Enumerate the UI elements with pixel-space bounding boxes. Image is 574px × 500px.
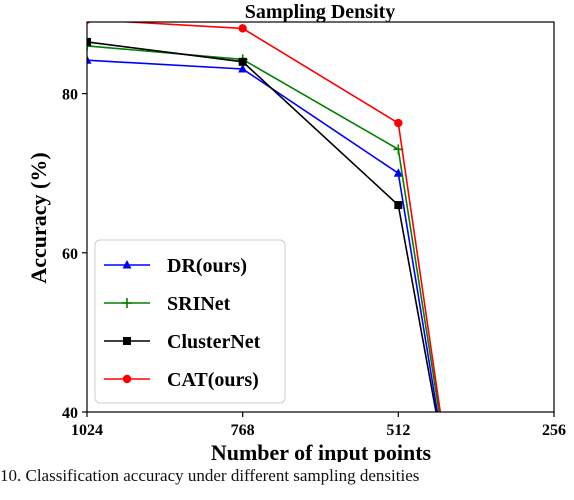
figure-caption: 10. Classification accuracy under differ… xyxy=(0,466,420,485)
legend-marker-srinet xyxy=(122,298,132,308)
legend-marker-dr-ours xyxy=(122,260,132,269)
line-chart: Sampling Density 1024 768 512 256 40 60 80 Num… xyxy=(26,1,566,462)
series-line-dr-ours xyxy=(87,59,439,412)
x-axis-label: Number of input points xyxy=(211,440,432,462)
legend-marker-clusternet xyxy=(123,337,131,345)
legend-marker-cat-ours xyxy=(122,374,132,384)
chart-title: Sampling Density xyxy=(245,1,396,23)
series-line-cat-ours xyxy=(115,22,442,412)
x-tick-label-256: 256 xyxy=(542,422,566,439)
x-tick-label-768: 768 xyxy=(231,422,255,439)
legend-label-clusternet: ClusterNet xyxy=(167,331,261,353)
y-axis-label: Accuracy (%) xyxy=(26,152,51,283)
legend-box xyxy=(94,239,286,404)
data-point-dr-ours-0 xyxy=(87,55,92,64)
data-point-dr-ours-2 xyxy=(393,168,403,177)
legend-label-srinet: SRINet xyxy=(167,293,231,315)
y-tick-label-40: 40 xyxy=(62,405,78,422)
data-point-cat-ours-2 xyxy=(394,118,403,128)
legend-label-dr-ours: DR(ours) xyxy=(167,255,247,277)
axes: 1024 768 512 256 40 60 80 xyxy=(62,87,566,439)
y-tick-label-60: 60 xyxy=(62,246,78,263)
x-tick-label-512: 512 xyxy=(386,422,410,439)
legend-label-cat-ours: CAT(ours) xyxy=(167,369,259,391)
data-point-clusternet-2 xyxy=(394,201,403,210)
plot-area xyxy=(87,22,442,412)
y-tick-label-80: 80 xyxy=(62,87,78,104)
data-point-clusternet-1 xyxy=(238,57,247,66)
x-tick-label-1024: 1024 xyxy=(71,422,103,439)
data-point-clusternet-0 xyxy=(87,37,91,46)
series-line-clusternet xyxy=(87,41,437,412)
data-point-dr-ours-1 xyxy=(238,63,248,73)
data-point-cat-ours-1 xyxy=(238,24,247,33)
plot-frame xyxy=(86,21,555,413)
legend: DR(ours) SRINet ClusterNet CAT(ours) xyxy=(94,239,286,404)
